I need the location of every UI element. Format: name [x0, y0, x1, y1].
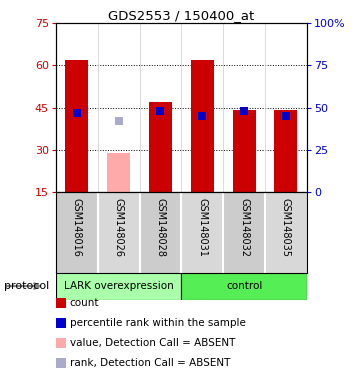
Bar — [191, 60, 214, 192]
Bar — [149, 102, 172, 192]
Text: percentile rank within the sample: percentile rank within the sample — [70, 318, 245, 328]
Text: GSM148016: GSM148016 — [72, 199, 82, 257]
Text: control: control — [226, 281, 262, 291]
Bar — [223, 192, 265, 273]
Bar — [56, 192, 98, 273]
Text: rank, Detection Call = ABSENT: rank, Detection Call = ABSENT — [70, 358, 230, 368]
Text: GSM148032: GSM148032 — [239, 199, 249, 257]
Text: value, Detection Call = ABSENT: value, Detection Call = ABSENT — [70, 338, 235, 348]
Bar — [181, 192, 223, 273]
Bar — [181, 273, 307, 300]
Bar — [265, 192, 307, 273]
Text: count: count — [70, 298, 99, 308]
Bar — [65, 60, 88, 192]
Title: GDS2553 / 150400_at: GDS2553 / 150400_at — [108, 9, 255, 22]
Text: GSM148031: GSM148031 — [197, 199, 207, 257]
Text: GSM148035: GSM148035 — [281, 199, 291, 257]
Bar — [56, 273, 181, 300]
Bar — [140, 192, 181, 273]
Bar — [98, 192, 140, 273]
Bar — [274, 110, 297, 192]
Bar — [107, 152, 130, 192]
Text: GSM148026: GSM148026 — [114, 199, 124, 257]
Text: LARK overexpression: LARK overexpression — [64, 281, 174, 291]
Text: GSM148028: GSM148028 — [156, 199, 165, 257]
Text: protocol: protocol — [4, 281, 49, 291]
Bar — [232, 110, 256, 192]
